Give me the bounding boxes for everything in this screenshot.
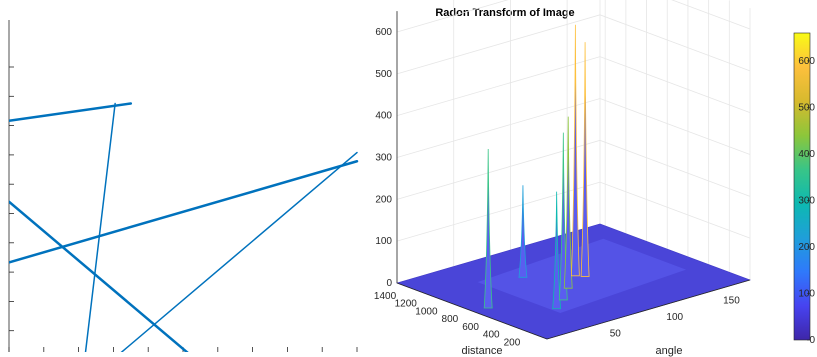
- distance-tick-label: 1400: [374, 291, 397, 302]
- z-tick-label: 400: [375, 111, 392, 122]
- radon-surface-panel: Radon Transform of Image 0 100 200 300 400 50…: [374, 0, 751, 357]
- angle-axis-line: [546, 279, 751, 340]
- z-tick-label: 0: [386, 278, 392, 289]
- surface-peak-1: [483, 149, 493, 309]
- colorbar-tick-label: 400: [798, 149, 815, 160]
- z-tick-label: 600: [375, 27, 392, 38]
- colorbar: 0 100 200 300 400 500 600: [793, 32, 815, 346]
- colorbar-tick-label: 500: [798, 102, 815, 113]
- angle-tick-label: 150: [723, 296, 740, 307]
- surface-peak-2: [552, 191, 562, 310]
- angle-tick-label: 50: [610, 329, 622, 340]
- surface-peak-7: [518, 185, 528, 278]
- z-tick-label: 500: [375, 69, 392, 80]
- z-tick-label: 300: [375, 153, 392, 164]
- line-segment-2: [84, 102, 116, 352]
- z-gridline: [396, 56, 751, 117]
- angle-axis-label: angle: [656, 345, 683, 357]
- colorbar-tick-label: 600: [798, 56, 815, 67]
- distance-tick-label: 1200: [395, 299, 418, 310]
- line-segment-5: [9, 200, 189, 352]
- distance-axis-label: distance: [462, 345, 503, 357]
- line-segment-1: [9, 102, 133, 123]
- line-plot-panel: [8, 20, 359, 352]
- colorbar-gradient: [793, 32, 811, 341]
- line-segment-3: [9, 160, 359, 264]
- distance-tick-label: 200: [504, 337, 521, 348]
- z-gridline: [396, 98, 751, 158]
- angle-tick-label: 100: [666, 312, 683, 323]
- distance-tick-label: 600: [462, 322, 479, 333]
- surface-peak-4: [563, 116, 573, 289]
- colorbar-ticks: 0 100 200 300 400 500 600: [798, 56, 815, 346]
- surface-peak-5: [570, 24, 580, 277]
- colorbar-tick-label: 100: [798, 288, 815, 299]
- chart-title: Radon Transform of Image: [435, 7, 574, 19]
- colorbar-tick-label: 200: [798, 242, 815, 253]
- z-gridline: [396, 14, 751, 75]
- surface-peak-6: [580, 42, 590, 277]
- line-plot-series: [9, 102, 359, 352]
- distance-tick-label: 400: [483, 330, 500, 341]
- line-plot-ticks: [8, 20, 358, 352]
- z-tick-label: 200: [375, 194, 392, 205]
- z-tick-label: 100: [375, 236, 392, 247]
- distance-tick-label: 800: [442, 314, 459, 325]
- distance-tick-label: 1000: [415, 306, 438, 317]
- line-segment-4: [120, 151, 358, 352]
- colorbar-tick-label: 300: [798, 195, 815, 206]
- 3d-axes: 0100200300400500600200400600800100012001…: [374, 11, 751, 348]
- radon-surface: [396, 24, 751, 340]
- colorbar-tick-label: 0: [809, 335, 815, 346]
- distance-axis-line: [396, 282, 548, 340]
- z-gridline: [396, 0, 751, 33]
